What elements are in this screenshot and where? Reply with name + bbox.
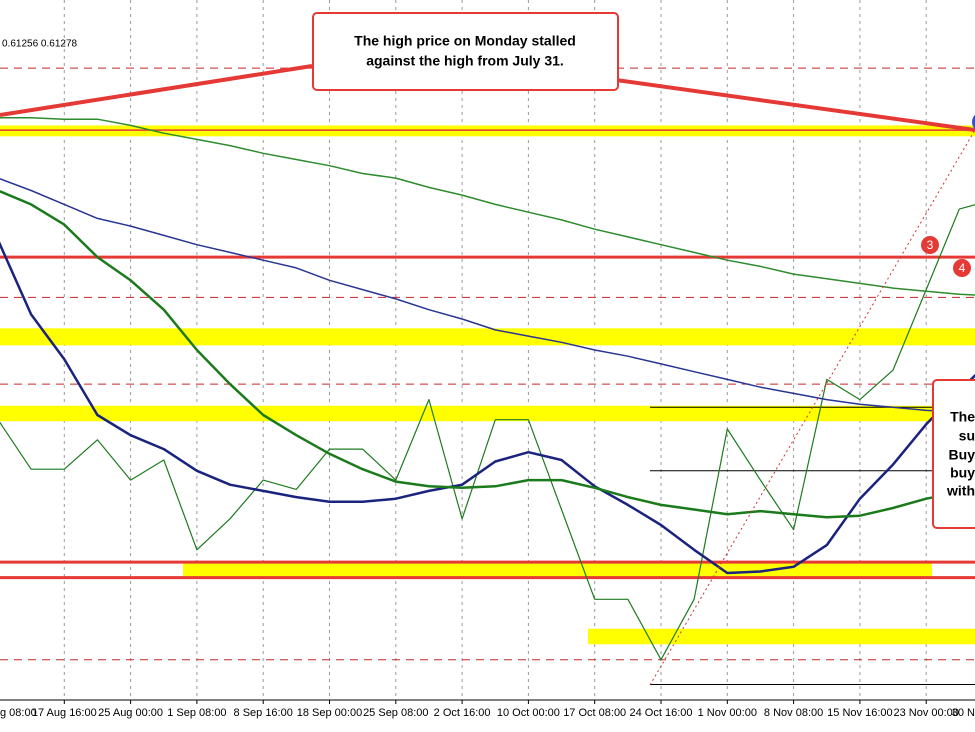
trend-line [649,129,975,686]
note-text: Buy [949,447,975,463]
callout-pointer [615,78,975,132]
x-tick-label: 8 Sep 16:00 [234,707,293,719]
x-tick-label: 18 Sep 00:00 [297,707,362,719]
callout-pointer [0,64,313,117]
x-tick-label: 1 Sep 08:00 [167,707,226,719]
zone-band [183,562,932,578]
note-text: buy [950,465,975,481]
callout-text: against the high from July 31. [366,53,564,69]
x-tick-label: 10 Oct 00:00 [497,707,560,719]
x-tick-label: 15 Nov 16:00 [827,707,892,719]
zone-band [0,125,975,137]
series-line [0,204,975,661]
x-tick-label: 8 Nov 08:00 [764,707,823,719]
x-tick-label: g 08:00 [0,707,37,719]
x-tick-label: 23 Nov 00:00 [893,707,958,719]
note-box [932,379,975,529]
marker-circle [972,114,975,130]
x-tick-label: 2 Oct 16:00 [434,707,491,719]
x-tick-label: 1 Nov 00:00 [698,707,757,719]
callout-text: The high price on Monday stalled [354,33,576,49]
x-tick-label: 30 N [952,707,975,719]
series-line [0,241,975,575]
header-text: 0.61256 0.61278 [2,39,78,50]
zone-band [0,328,975,346]
series-line [0,178,975,414]
marker-label: 3 [927,238,934,252]
marker-circle [921,236,939,254]
zone-band [0,405,975,422]
note-text: The [950,409,975,425]
series-line [0,189,975,519]
x-tick-label: 25 Aug 00:00 [98,707,163,719]
note-text: su [959,428,975,444]
x-tick-label: 24 Oct 16:00 [630,707,693,719]
x-tick-label: 25 Sep 08:00 [363,707,428,719]
x-tick-label: 17 Aug 16:00 [32,707,97,719]
x-tick-label: 17 Oct 08:00 [563,707,626,719]
marker-label: 4 [959,261,966,275]
callout-box [312,12,619,91]
zone-band [588,628,975,645]
series-line [0,116,975,296]
marker-circle [953,259,971,277]
note-text: with [946,483,975,499]
